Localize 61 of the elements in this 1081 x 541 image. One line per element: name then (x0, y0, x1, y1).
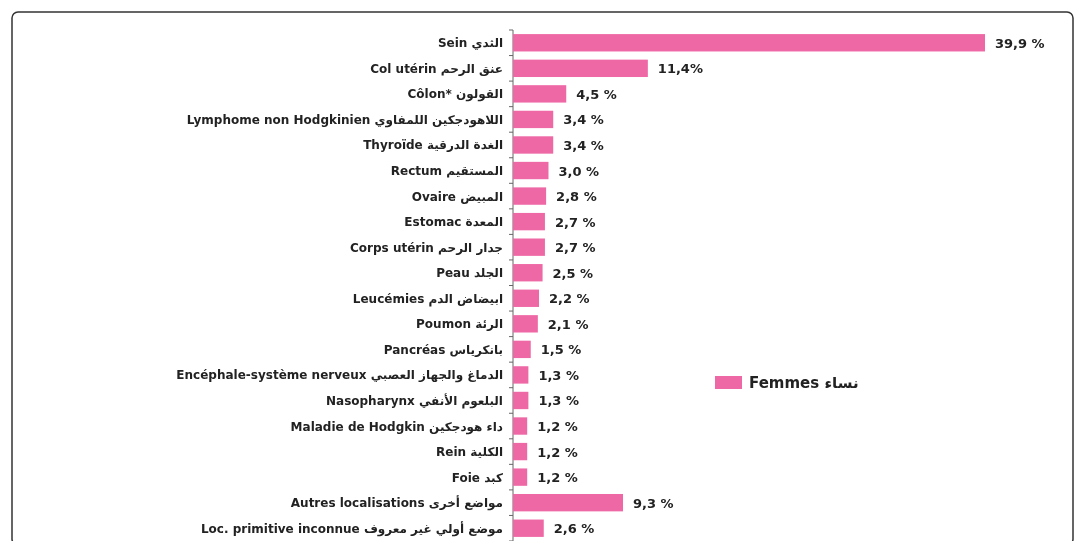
y-tick-label: Estomac المعدة (404, 215, 503, 230)
bar (513, 442, 528, 461)
bar (513, 110, 554, 129)
y-tick-label: Foie كبد (451, 470, 504, 485)
bar (513, 34, 985, 52)
bar (513, 289, 540, 307)
y-tick-label: Autres localisations مواضع أخرى (290, 495, 503, 512)
y-tick-label: Loc. primitive inconnue موضع أولي غير معروف (200, 520, 503, 537)
y-tick-label: Leucémies ابيضاض الدم (352, 291, 503, 307)
legend-label: Femmes نساء (749, 374, 859, 392)
data-label: 2,5 % (552, 265, 594, 281)
bar (513, 468, 528, 486)
y-tick-label: Encéphale-système nerveux الدماغ والجهاز العصبي (176, 368, 503, 384)
y-tick-label: Thyroïde الغدة الدرقية (363, 138, 503, 153)
bar (513, 212, 545, 231)
y-tick-label: Rectum المستقيم (390, 164, 503, 179)
bar (513, 315, 538, 333)
y-tick-label: Pancréas بانكرياس (383, 342, 503, 357)
bar (513, 366, 529, 384)
data-label: 1,2 % (537, 470, 578, 486)
y-tick-label: Maladie de Hodgkin داء هودجكين (290, 419, 503, 435)
bar (513, 264, 543, 282)
y-tick-label: Col utérin عنق الرحم (370, 61, 503, 76)
data-label: 1,2 % (537, 419, 578, 435)
bar (513, 187, 547, 205)
data-label: 1,2 % (537, 444, 578, 460)
bar (513, 238, 545, 256)
data-label: 9,3 % (633, 495, 674, 511)
data-label: 4,5 % (576, 86, 617, 102)
bar (513, 161, 549, 180)
bar (513, 519, 544, 537)
data-label: 3,0 % (558, 163, 600, 179)
data-label: 1,5 % (540, 342, 582, 358)
bar (513, 417, 528, 435)
bar (513, 59, 648, 78)
y-tick-label: Côlon* القولون (407, 87, 503, 103)
data-label: 39,9 % (995, 35, 1045, 51)
y-tick-label: Nasopharynx البلعوم الأنفي (326, 392, 503, 409)
y-tick-label: Lymphome non Hodgkinien اللاهودجكين اللمفاوي (186, 112, 503, 128)
data-label: 2,7 % (554, 214, 596, 230)
data-label: 3,4 % (563, 137, 604, 153)
data-label: 1,3 % (538, 393, 579, 409)
y-tick-label: Sein الثدي (437, 36, 503, 51)
data-label: 2,8 % (556, 189, 597, 205)
data-label: 2,6 % (553, 521, 595, 537)
bar (513, 391, 529, 410)
y-tick-label: Rein الكلية (436, 445, 503, 460)
y-tick-label: Corps utérin جدار الرحم (350, 240, 503, 255)
data-label: 2,2 % (549, 291, 590, 307)
y-tick-label: Poumon الرئة (416, 317, 503, 332)
data-label: 3,4 % (563, 112, 604, 128)
data-label: 1,3 % (538, 367, 579, 383)
bar (513, 85, 567, 103)
data-label: 11,4% (657, 61, 703, 77)
y-tick-label: Ovaire المبيض (411, 189, 503, 204)
data-label: 2,7 % (554, 240, 596, 256)
bar (513, 493, 624, 512)
data-label: 2,1 % (547, 316, 589, 332)
bar (513, 340, 531, 359)
bar (513, 136, 554, 154)
y-tick-label: Peau الجلد (436, 266, 503, 281)
